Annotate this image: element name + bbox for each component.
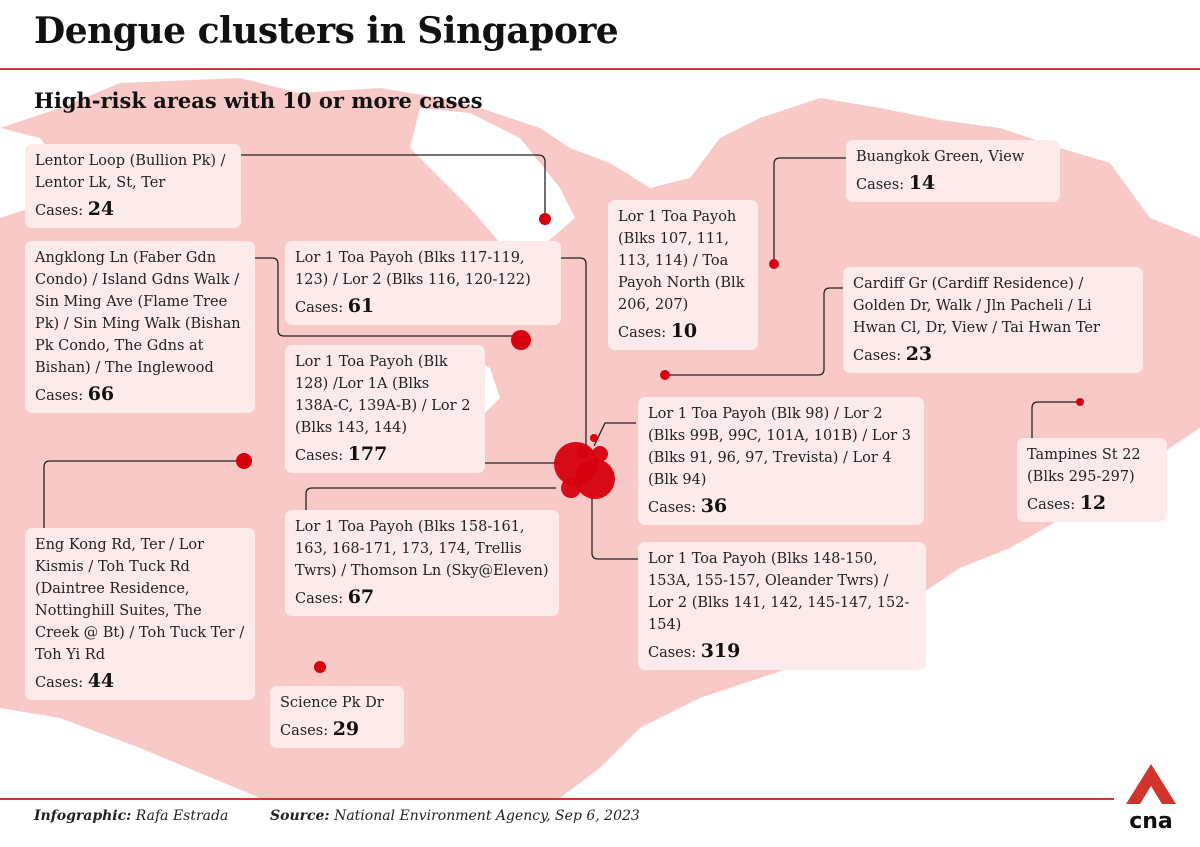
- cluster-dot[interactable]: [561, 478, 581, 498]
- cluster-name: Lor 1 Toa Payoh (Blks 107, 111, 113, 114…: [618, 209, 745, 313]
- cluster-card-buangkok[interactable]: Buangkok Green, View Cases: 14: [846, 140, 1060, 202]
- cluster-dot[interactable]: [539, 213, 551, 225]
- cluster-name: Buangkok Green, View: [856, 149, 1025, 165]
- cluster-card-toa-payoh-107[interactable]: Lor 1 Toa Payoh (Blks 107, 111, 113, 114…: [608, 200, 758, 350]
- cluster-card-toa-payoh-128[interactable]: Lor 1 Toa Payoh (Blk 128) /Lor 1A (Blks …: [285, 345, 485, 473]
- cna-logo: cna: [1126, 764, 1176, 832]
- cluster-dots: [236, 213, 1084, 673]
- cluster-dot[interactable]: [769, 259, 779, 269]
- cluster-card-toa-payoh-117[interactable]: Lor 1 Toa Payoh (Blks 117-119, 123) / Lo…: [285, 241, 561, 325]
- cluster-dot[interactable]: [511, 330, 531, 350]
- connector-line: [773, 157, 848, 262]
- cluster-name: Lor 1 Toa Payoh (Blks 148-150, 153A, 155…: [648, 551, 910, 633]
- cluster-cases: Cases: 66: [35, 383, 115, 405]
- cluster-dot[interactable]: [314, 661, 326, 673]
- cluster-name: Lentor Loop (Bullion Pk) / Lentor Lk, St…: [35, 153, 226, 191]
- connector-line: [240, 154, 546, 215]
- connector-lines: [43, 154, 1080, 560]
- connector-line: [1031, 401, 1080, 438]
- cluster-dot[interactable]: [577, 446, 589, 458]
- cluster-cases: Cases: 44: [35, 670, 115, 692]
- cluster-name: Cardiff Gr (Cardiff Residence) / Golden …: [853, 276, 1100, 336]
- connector-line: [254, 257, 521, 337]
- cluster-cases: Cases: 67: [295, 586, 375, 608]
- cluster-card-toa-payoh-148[interactable]: Lor 1 Toa Payoh (Blks 148-150, 153A, 155…: [638, 542, 926, 670]
- cluster-cases: Cases: 177: [295, 443, 388, 465]
- cluster-cases: Cases: 12: [1027, 492, 1107, 514]
- cluster-dot[interactable]: [1076, 398, 1084, 406]
- connector-line: [305, 487, 556, 511]
- cluster-name: Angklong Ln (Faber Gdn Condo) / Island G…: [35, 250, 241, 376]
- cluster-cases: Cases: 23: [853, 343, 933, 365]
- cna-logo-mark: [1126, 764, 1176, 804]
- cluster-cases: Cases: 29: [280, 718, 360, 740]
- cluster-cases: Cases: 319: [648, 640, 741, 662]
- connector-line: [43, 460, 244, 528]
- map-water-shapes: [0, 68, 1200, 798]
- connector-line: [665, 287, 845, 376]
- cluster-card-cardiff[interactable]: Cardiff Gr (Cardiff Residence) / Golden …: [843, 267, 1143, 373]
- cluster-cases: Cases: 61: [295, 295, 375, 317]
- cluster-cases: Cases: 36: [648, 495, 728, 517]
- cluster-card-angklong[interactable]: Angklong Ln (Faber Gdn Condo) / Island G…: [25, 241, 255, 413]
- cluster-card-toa-payoh-98[interactable]: Lor 1 Toa Payoh (Blk 98) / Lor 2 (Blks 9…: [638, 397, 924, 525]
- cluster-card-eng-kong[interactable]: Eng Kong Rd, Ter / Lor Kismis / Toh Tuck…: [25, 528, 255, 700]
- cluster-dot[interactable]: [236, 453, 252, 469]
- cluster-name: Tampines St 22 (Blks 295-297): [1027, 447, 1141, 485]
- connector-line: [591, 493, 648, 560]
- cluster-card-toa-payoh-158[interactable]: Lor 1 Toa Payoh (Blks 158-161, 163, 168-…: [285, 510, 559, 616]
- cluster-cases: Cases: 14: [856, 172, 936, 194]
- cluster-name: Lor 1 Toa Payoh (Blk 128) /Lor 1A (Blks …: [295, 354, 471, 436]
- cluster-name: Lor 1 Toa Payoh (Blks 158-161, 163, 168-…: [295, 519, 549, 579]
- cna-logo-text: cna: [1129, 809, 1173, 832]
- cluster-dot[interactable]: [575, 459, 615, 499]
- cluster-dot[interactable]: [660, 370, 670, 380]
- page-subtitle: High-risk areas with 10 or more cases: [34, 88, 483, 113]
- header-rule: [0, 68, 1200, 70]
- cluster-name: Lor 1 Toa Payoh (Blk 98) / Lor 2 (Blks 9…: [648, 406, 911, 488]
- cluster-name: Science Pk Dr: [280, 695, 384, 711]
- infographic-credit: Infographic: Rafa Estrada: [34, 808, 229, 824]
- footer-rule: [0, 798, 1114, 800]
- cluster-name: Lor 1 Toa Payoh (Blks 117-119, 123) / Lo…: [295, 250, 531, 288]
- cluster-card-tampines[interactable]: Tampines St 22 (Blks 295-297) Cases: 12: [1017, 438, 1167, 522]
- cluster-dot[interactable]: [592, 446, 608, 462]
- cluster-dot[interactable]: [590, 434, 598, 442]
- connector-line: [560, 257, 587, 458]
- cluster-cases: Cases: 24: [35, 198, 115, 220]
- cluster-card-lentor[interactable]: Lentor Loop (Bullion Pk) / Lentor Lk, St…: [25, 144, 241, 228]
- source-credit: Source: National Environment Agency, Sep…: [270, 808, 640, 824]
- cluster-card-science-park[interactable]: Science Pk Dr Cases: 29: [270, 686, 404, 748]
- cluster-name: Eng Kong Rd, Ter / Lor Kismis / Toh Tuck…: [35, 537, 245, 663]
- cluster-cases: Cases: 10: [618, 320, 698, 342]
- page-title: Dengue clusters in Singapore: [34, 10, 619, 52]
